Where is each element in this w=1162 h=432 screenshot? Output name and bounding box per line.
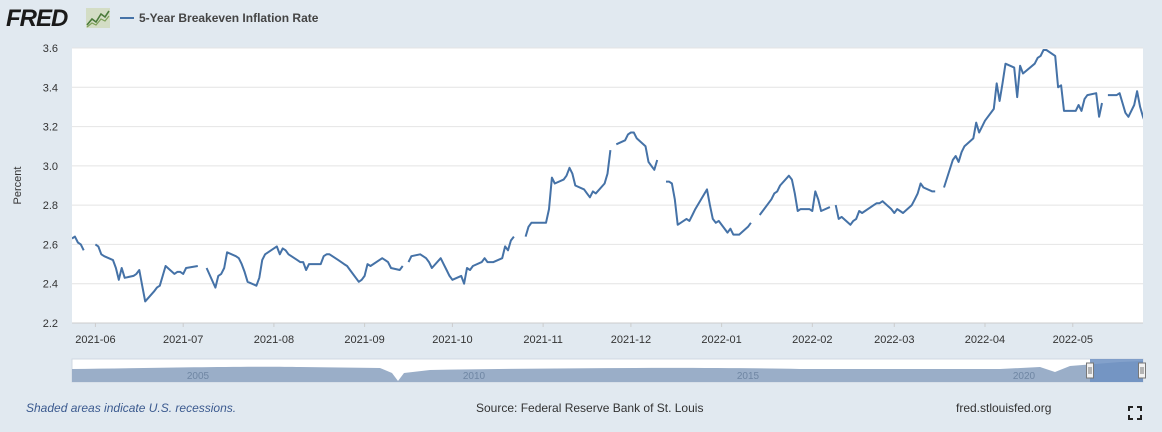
navigator-selection[interactable] <box>1090 359 1143 382</box>
series-line <box>94 243 198 303</box>
chart-area[interactable]: 2.2 2.4 2.6 2.8 3.0 3.2 3.4 3.6 Percent 2021-06 20… <box>0 36 1162 388</box>
x-tick-label: 2021-10 <box>432 334 472 346</box>
series-line <box>524 149 612 237</box>
plot-background <box>72 48 1143 323</box>
y-tick-label: 2.6 <box>43 239 58 251</box>
fullscreen-icon[interactable] <box>1128 406 1142 420</box>
legend: 5-Year Breakeven Inflation Rate <box>120 10 318 26</box>
y-tick-label: 3.2 <box>43 122 58 134</box>
x-tick-label: 2021-09 <box>344 334 384 346</box>
series-line <box>758 174 831 216</box>
navigator-year-label: 2020 <box>1013 371 1036 382</box>
x-tick-label: 2022-04 <box>965 334 1005 346</box>
series-line <box>615 131 659 171</box>
x-tick-label: 2022-02 <box>792 334 832 346</box>
y-tick-label: 2.4 <box>43 279 58 291</box>
legend-swatch <box>120 17 134 19</box>
series-line <box>407 235 515 285</box>
navigator-year-label: 2005 <box>187 371 210 382</box>
y-tick-label: 2.2 <box>43 318 58 330</box>
navigator-area <box>72 361 1143 382</box>
navigator-year-label: 2010 <box>463 371 486 382</box>
logo-graph-icon <box>86 8 110 28</box>
x-tick-label: 2022-01 <box>701 334 741 346</box>
series-line <box>205 245 404 289</box>
x-tick-label: 2021-12 <box>611 334 651 346</box>
x-tick-label: 2022-05 <box>1053 334 1093 346</box>
x-tick-label: 2021-07 <box>163 334 203 346</box>
series-line <box>72 235 85 251</box>
series-line-group <box>72 49 1143 303</box>
legend-label: 5-Year Breakeven Inflation Rate <box>139 11 319 25</box>
y-tick-label: 3.4 <box>43 82 58 94</box>
x-tick-label: 2021-08 <box>254 334 294 346</box>
navigator-handle[interactable] <box>1086 362 1094 379</box>
y-tick-label: 2.8 <box>43 200 58 212</box>
chart-footer: Shaded areas indicate U.S. recessions. S… <box>0 398 1162 432</box>
series-line <box>943 49 1103 188</box>
series-line <box>666 180 752 236</box>
x-tick-label: 2021-06 <box>75 334 115 346</box>
x-tick-label: 2022-03 <box>874 334 914 346</box>
fred-logo[interactable]: FRED <box>6 5 68 32</box>
series-line <box>834 182 936 226</box>
x-tick-label: 2021-11 <box>523 334 563 346</box>
recession-note: Shaded areas indicate U.S. recessions. <box>26 401 237 415</box>
navigator-year-label: 2015 <box>737 371 760 382</box>
series-line <box>1107 90 1143 120</box>
chart-header: FRED 5-Year Breakeven Inflation Rate <box>0 0 1162 36</box>
source-label: Source: Federal Reserve Bank of St. Loui… <box>476 401 704 415</box>
y-axis-label: Percent <box>12 167 24 205</box>
navigator-handle[interactable] <box>1138 362 1146 379</box>
y-tick-label: 3.6 <box>43 43 58 55</box>
site-link[interactable]: fred.stlouisfed.org <box>956 401 1052 415</box>
y-tick-label: 3.0 <box>43 161 58 173</box>
